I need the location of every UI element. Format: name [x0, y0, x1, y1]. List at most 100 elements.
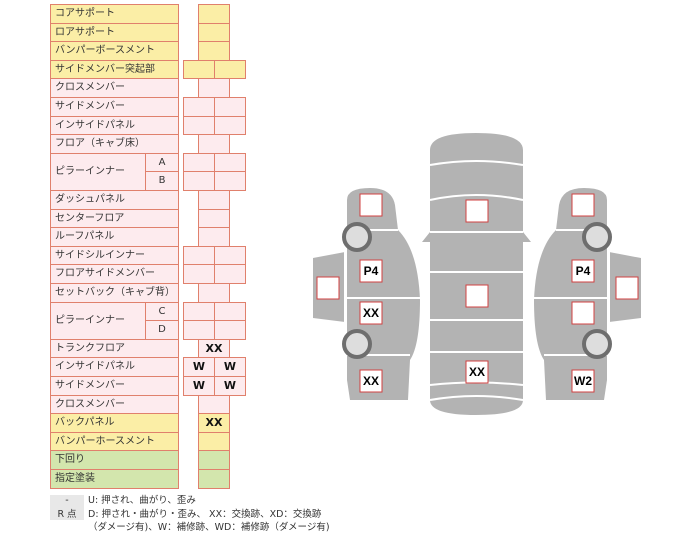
value-cell-left[interactable]	[183, 302, 215, 321]
value-cell[interactable]	[198, 227, 230, 247]
row-label: インサイドパネル	[50, 116, 179, 135]
value-cell[interactable]	[198, 283, 230, 303]
damage-box-center-roof[interactable]	[465, 284, 489, 308]
value-cell-left[interactable]	[183, 97, 215, 117]
row-label: バンパーボースメント	[50, 41, 179, 61]
row-label: ロアサポート	[50, 23, 179, 42]
damage-box-center-hood[interactable]	[465, 199, 489, 223]
row-label: コアサポート	[50, 4, 179, 24]
legend-text: （ダメージ有)、W：補修跡、WD：補修跡（ダメージ有)	[88, 522, 330, 533]
damage-box-right-side_panel[interactable]	[615, 276, 639, 300]
value-cell[interactable]	[198, 41, 230, 61]
row-label: ピラーインナー	[50, 302, 146, 340]
value-cell-left[interactable]	[183, 264, 215, 284]
value-cell[interactable]	[198, 469, 230, 489]
row-label: バックパネル	[50, 413, 179, 433]
damage-code: XX	[469, 365, 485, 379]
value-cell[interactable]	[198, 432, 230, 451]
legend-row-2: R 点 D: 押され・曲がり・歪み、 XX：交換跡、XD：交換跡	[50, 506, 321, 520]
left-side-panel	[313, 252, 345, 322]
value-cell-right[interactable]: W	[214, 376, 246, 396]
row-sublabel: D	[145, 320, 179, 340]
row-sublabel: C	[145, 302, 179, 321]
damage-code: XX	[363, 374, 379, 388]
damage-box-right-rear[interactable]	[571, 369, 595, 393]
row-label: フロア（キャブ床）	[50, 134, 179, 154]
damage-box-left-side_panel[interactable]	[316, 276, 340, 300]
row-label: ピラーインナー	[50, 153, 146, 191]
value-cell-left[interactable]	[183, 60, 215, 79]
legend-row-1: - U: 押され、曲がり、歪み	[50, 492, 196, 506]
wheel-icon	[582, 329, 612, 359]
damage-box-left-front[interactable]	[359, 193, 383, 217]
row-label: ルーフパネル	[50, 227, 179, 247]
value-cell[interactable]: XX	[198, 339, 230, 358]
value-cell[interactable]	[198, 450, 230, 470]
value-cell-right[interactable]	[214, 116, 246, 135]
value-cell-right[interactable]	[214, 264, 246, 284]
value-cell-left[interactable]	[183, 171, 215, 191]
value-cell[interactable]	[198, 134, 230, 154]
row-label: サイドメンバー	[50, 97, 179, 117]
value-cell-right[interactable]	[214, 171, 246, 191]
damage-code: P4	[576, 264, 591, 278]
value-cell-right[interactable]	[214, 302, 246, 321]
legend-key: R 点	[50, 506, 84, 520]
damage-box-left-rear[interactable]	[359, 369, 383, 393]
value-cell[interactable]: XX	[198, 413, 230, 433]
row-label: フロアサイドメンバー	[50, 264, 179, 284]
row-sublabel: A	[145, 153, 179, 172]
row-label: サイドメンバー突起部	[50, 60, 179, 79]
car-top-view	[422, 133, 531, 415]
value-cell[interactable]	[198, 395, 230, 414]
value-cell-right[interactable]	[214, 320, 246, 340]
legend-row-3: （ダメージ有)、W：補修跡、WD：補修跡（ダメージ有)	[88, 519, 330, 533]
value-cell[interactable]	[198, 4, 230, 24]
value-cell-left[interactable]	[183, 116, 215, 135]
row-label: クロスメンバー	[50, 78, 179, 98]
value-cell-left[interactable]	[183, 246, 215, 265]
legend-text: U: 押され、曲がり、歪み	[88, 495, 196, 506]
row-label: サイドメンバー	[50, 376, 179, 396]
value-cell-right[interactable]: W	[214, 357, 246, 377]
value-cell-right[interactable]	[214, 153, 246, 172]
value-cell-left[interactable]	[183, 153, 215, 172]
value-cell[interactable]	[198, 209, 230, 228]
row-label: 指定塗装	[50, 469, 179, 489]
wheel-icon	[582, 222, 612, 252]
row-label: センターフロア	[50, 209, 179, 228]
value-cell-right[interactable]	[214, 246, 246, 265]
row-label: インサイドパネル	[50, 357, 179, 377]
row-sublabel: B	[145, 171, 179, 191]
row-label: サイドシルインナー	[50, 246, 179, 265]
damage-box-left-door_front[interactable]	[359, 259, 383, 283]
value-cell-right[interactable]	[214, 97, 246, 117]
damage-code: XX	[363, 306, 379, 320]
damage-box-right-door_rear[interactable]	[571, 301, 595, 325]
row-label: トランクフロア	[50, 339, 179, 358]
wheel-icon	[342, 222, 372, 252]
value-cell-left[interactable]: W	[183, 357, 215, 377]
right-side-panel	[609, 252, 641, 322]
row-label: バンパーホースメント	[50, 432, 179, 451]
row-label: クロスメンバー	[50, 395, 179, 414]
car-right-side	[534, 188, 607, 400]
damage-code: P4	[364, 264, 379, 278]
value-cell[interactable]	[198, 190, 230, 210]
row-label: ダッシュパネル	[50, 190, 179, 210]
car-left-side	[347, 188, 420, 400]
damage-box-center-trunk[interactable]	[465, 360, 489, 384]
legend-key: -	[50, 495, 84, 506]
value-cell-left[interactable]: W	[183, 376, 215, 396]
damage-code: W2	[574, 374, 592, 388]
value-cell-left[interactable]	[183, 320, 215, 340]
damage-box-right-door_front[interactable]	[571, 259, 595, 283]
value-cell[interactable]	[198, 23, 230, 42]
damage-box-left-door_rear[interactable]	[359, 301, 383, 325]
row-label: 下回り	[50, 450, 179, 470]
value-cell[interactable]	[198, 78, 230, 98]
row-label: セットバック（キャブ背）	[50, 283, 179, 303]
value-cell-right[interactable]	[214, 60, 246, 79]
legend-text: D: 押され・曲がり・歪み、 XX：交換跡、XD：交換跡	[88, 509, 322, 520]
damage-box-right-front[interactable]	[571, 193, 595, 217]
